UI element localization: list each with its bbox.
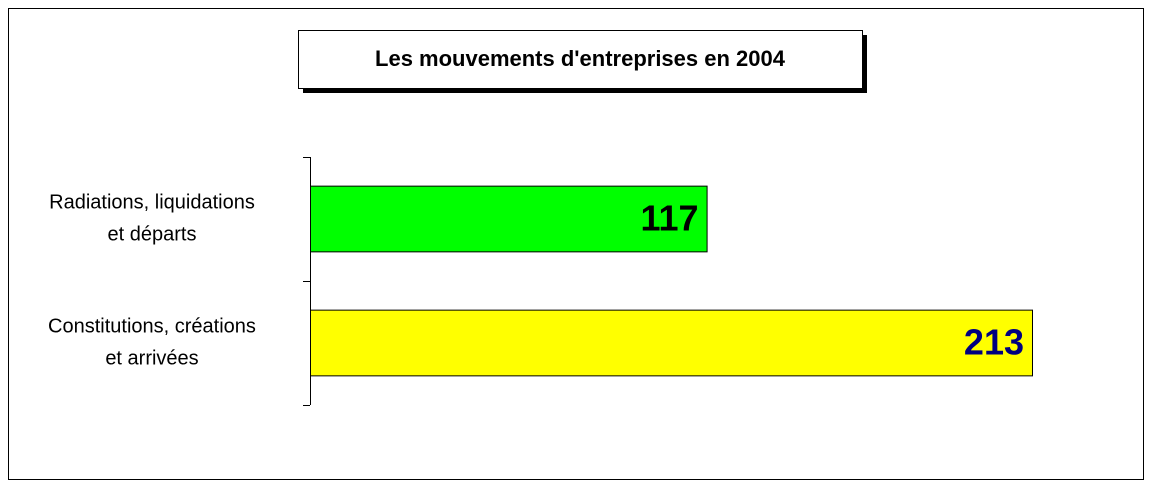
data-label: 213: [964, 322, 1024, 363]
chart-title: Les mouvements d'entreprises en 2004: [375, 46, 786, 71]
bar: [310, 309, 1033, 377]
title-box: [298, 30, 863, 89]
category-label: et arrivées: [105, 347, 198, 369]
data-label: 117: [641, 198, 699, 239]
bar: [310, 185, 708, 253]
category-label: Constitutions, créations: [48, 315, 256, 337]
category-label: Radiations, liquidations: [49, 191, 255, 213]
category-label: et départs: [108, 223, 197, 245]
